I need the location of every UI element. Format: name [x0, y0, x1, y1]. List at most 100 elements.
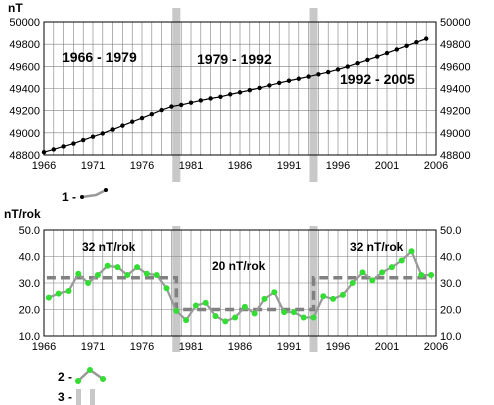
- y-tick-label-right: 30.0: [440, 278, 461, 290]
- top-plot-frame: [43, 21, 437, 156]
- data-point: [188, 100, 194, 105]
- data-point: [237, 90, 243, 95]
- data-point: [55, 290, 62, 297]
- bottom-chart: 50.0 40.0 30.0 20.0 10.0 50.0 40.0 30.0 20.0 10.…: [4, 207, 461, 353]
- data-point: [271, 289, 278, 296]
- data-point: [130, 119, 135, 124]
- y-tick-label-right: 20.0: [440, 305, 461, 317]
- top-series: [41, 36, 429, 155]
- series-line: [48, 249, 432, 323]
- x-tick-label: 2001: [375, 160, 399, 172]
- data-point: [124, 272, 131, 279]
- legend-item-3: 3 -: [58, 389, 95, 405]
- period-label-1: 1966 - 1979: [62, 49, 137, 65]
- y-tick-label-left: 49400: [9, 84, 40, 96]
- data-point: [369, 277, 376, 284]
- data-point: [153, 272, 160, 279]
- data-point: [159, 107, 164, 113]
- data-point: [290, 309, 297, 316]
- legend-point-swatch-2b: [87, 367, 93, 373]
- top-x-ticks: 1966 1971 1976 1981 1986 1991 1996 2001 2006: [32, 160, 448, 172]
- highlight-band-2: [309, 226, 318, 352]
- legend-item-2: 2 -: [58, 367, 106, 384]
- bottom-y-unit-label: nT/rok: [4, 207, 41, 221]
- data-point: [51, 147, 56, 152]
- x-tick-label: 1976: [130, 160, 154, 172]
- top-chart: 50000 49800 49600 49400 49200 49000 48800 5000…: [8, 1, 471, 182]
- y-tick-label-left: 49000: [9, 128, 40, 140]
- x-tick-label: 1966: [32, 341, 56, 353]
- highlight-band-2: [309, 8, 318, 182]
- data-point: [218, 94, 223, 100]
- data-point: [286, 78, 292, 83]
- data-point: [418, 272, 425, 279]
- legend-number-2: 2 -: [58, 370, 72, 384]
- data-point: [139, 115, 145, 121]
- top-y-unit-label: nT: [8, 1, 23, 15]
- bottom-highlight-bands: [172, 226, 318, 352]
- data-point: [261, 295, 268, 302]
- data-point: [408, 248, 415, 255]
- x-tick-label: 1986: [228, 341, 252, 353]
- y-tick-label-right: 49800: [440, 39, 471, 51]
- x-tick-label: 1996: [326, 160, 350, 172]
- data-point: [183, 317, 190, 324]
- data-point: [212, 313, 219, 320]
- data-point: [281, 309, 288, 316]
- y-tick-label-left: 50.0: [19, 225, 40, 237]
- y-tick-label-right: 49400: [440, 84, 471, 96]
- y-tick-label-left: 49600: [9, 61, 40, 73]
- data-point: [61, 144, 66, 149]
- y-tick-label-right: 49200: [440, 106, 471, 118]
- data-point: [355, 61, 360, 66]
- bottom-plot-frame: [43, 229, 437, 337]
- data-point: [149, 112, 154, 117]
- data-point: [173, 307, 180, 314]
- data-point: [404, 43, 409, 49]
- x-tick-label: 1981: [179, 160, 203, 172]
- y-tick-label-right: 49600: [440, 61, 471, 73]
- y-tick-label-left: 50000: [9, 17, 40, 29]
- data-point: [316, 72, 321, 77]
- data-point: [85, 280, 92, 286]
- legend-point-swatch-2a: [75, 378, 81, 384]
- data-point: [100, 131, 106, 136]
- x-tick-label: 1981: [179, 341, 203, 353]
- x-tick-label: 1986: [228, 160, 252, 172]
- data-point: [310, 314, 317, 321]
- legend-number-1: 1 -: [62, 190, 76, 204]
- data-point: [163, 285, 170, 292]
- bottom-y-ticks-right: 50.0 40.0 30.0 20.0 10.0: [440, 225, 461, 343]
- data-point: [251, 310, 258, 317]
- y-tick-label-right: 50.0: [440, 225, 461, 237]
- y-tick-label-right: 40.0: [440, 252, 461, 264]
- data-point: [228, 92, 233, 97]
- data-point: [90, 134, 96, 139]
- y-tick-label-right: 49000: [440, 128, 471, 140]
- data-point: [359, 269, 366, 276]
- data-point: [179, 102, 184, 108]
- rate-label-3: 32 nT/rok: [350, 240, 404, 254]
- data-point: [306, 74, 311, 79]
- data-point: [267, 83, 272, 88]
- top-gridlines: [43, 21, 437, 156]
- y-tick-label-left: 49800: [9, 39, 40, 51]
- bottom-y-ticks-left: 50.0 40.0 30.0 20.0 10.0: [19, 225, 40, 343]
- data-point: [398, 257, 405, 264]
- data-point: [384, 50, 390, 56]
- bottom-series: [45, 248, 435, 325]
- x-tick-label: 1971: [81, 341, 105, 353]
- data-point: [379, 269, 386, 276]
- data-point: [277, 80, 282, 86]
- data-point: [339, 291, 346, 298]
- y-tick-label-left: 10.0: [19, 331, 40, 343]
- legend-number-3: 3 -: [58, 390, 72, 404]
- top-y-ticks-right: 50000 49800 49600 49400 49200 49000 48800: [440, 17, 471, 162]
- legend-band-swatch-b: [90, 389, 95, 405]
- data-point: [192, 302, 199, 309]
- top-y-ticks-left: 50000 49800 49600 49400 49200 49000 48800: [9, 17, 40, 162]
- series-line: [43, 38, 427, 153]
- data-point: [375, 54, 380, 59]
- data-point: [110, 127, 115, 132]
